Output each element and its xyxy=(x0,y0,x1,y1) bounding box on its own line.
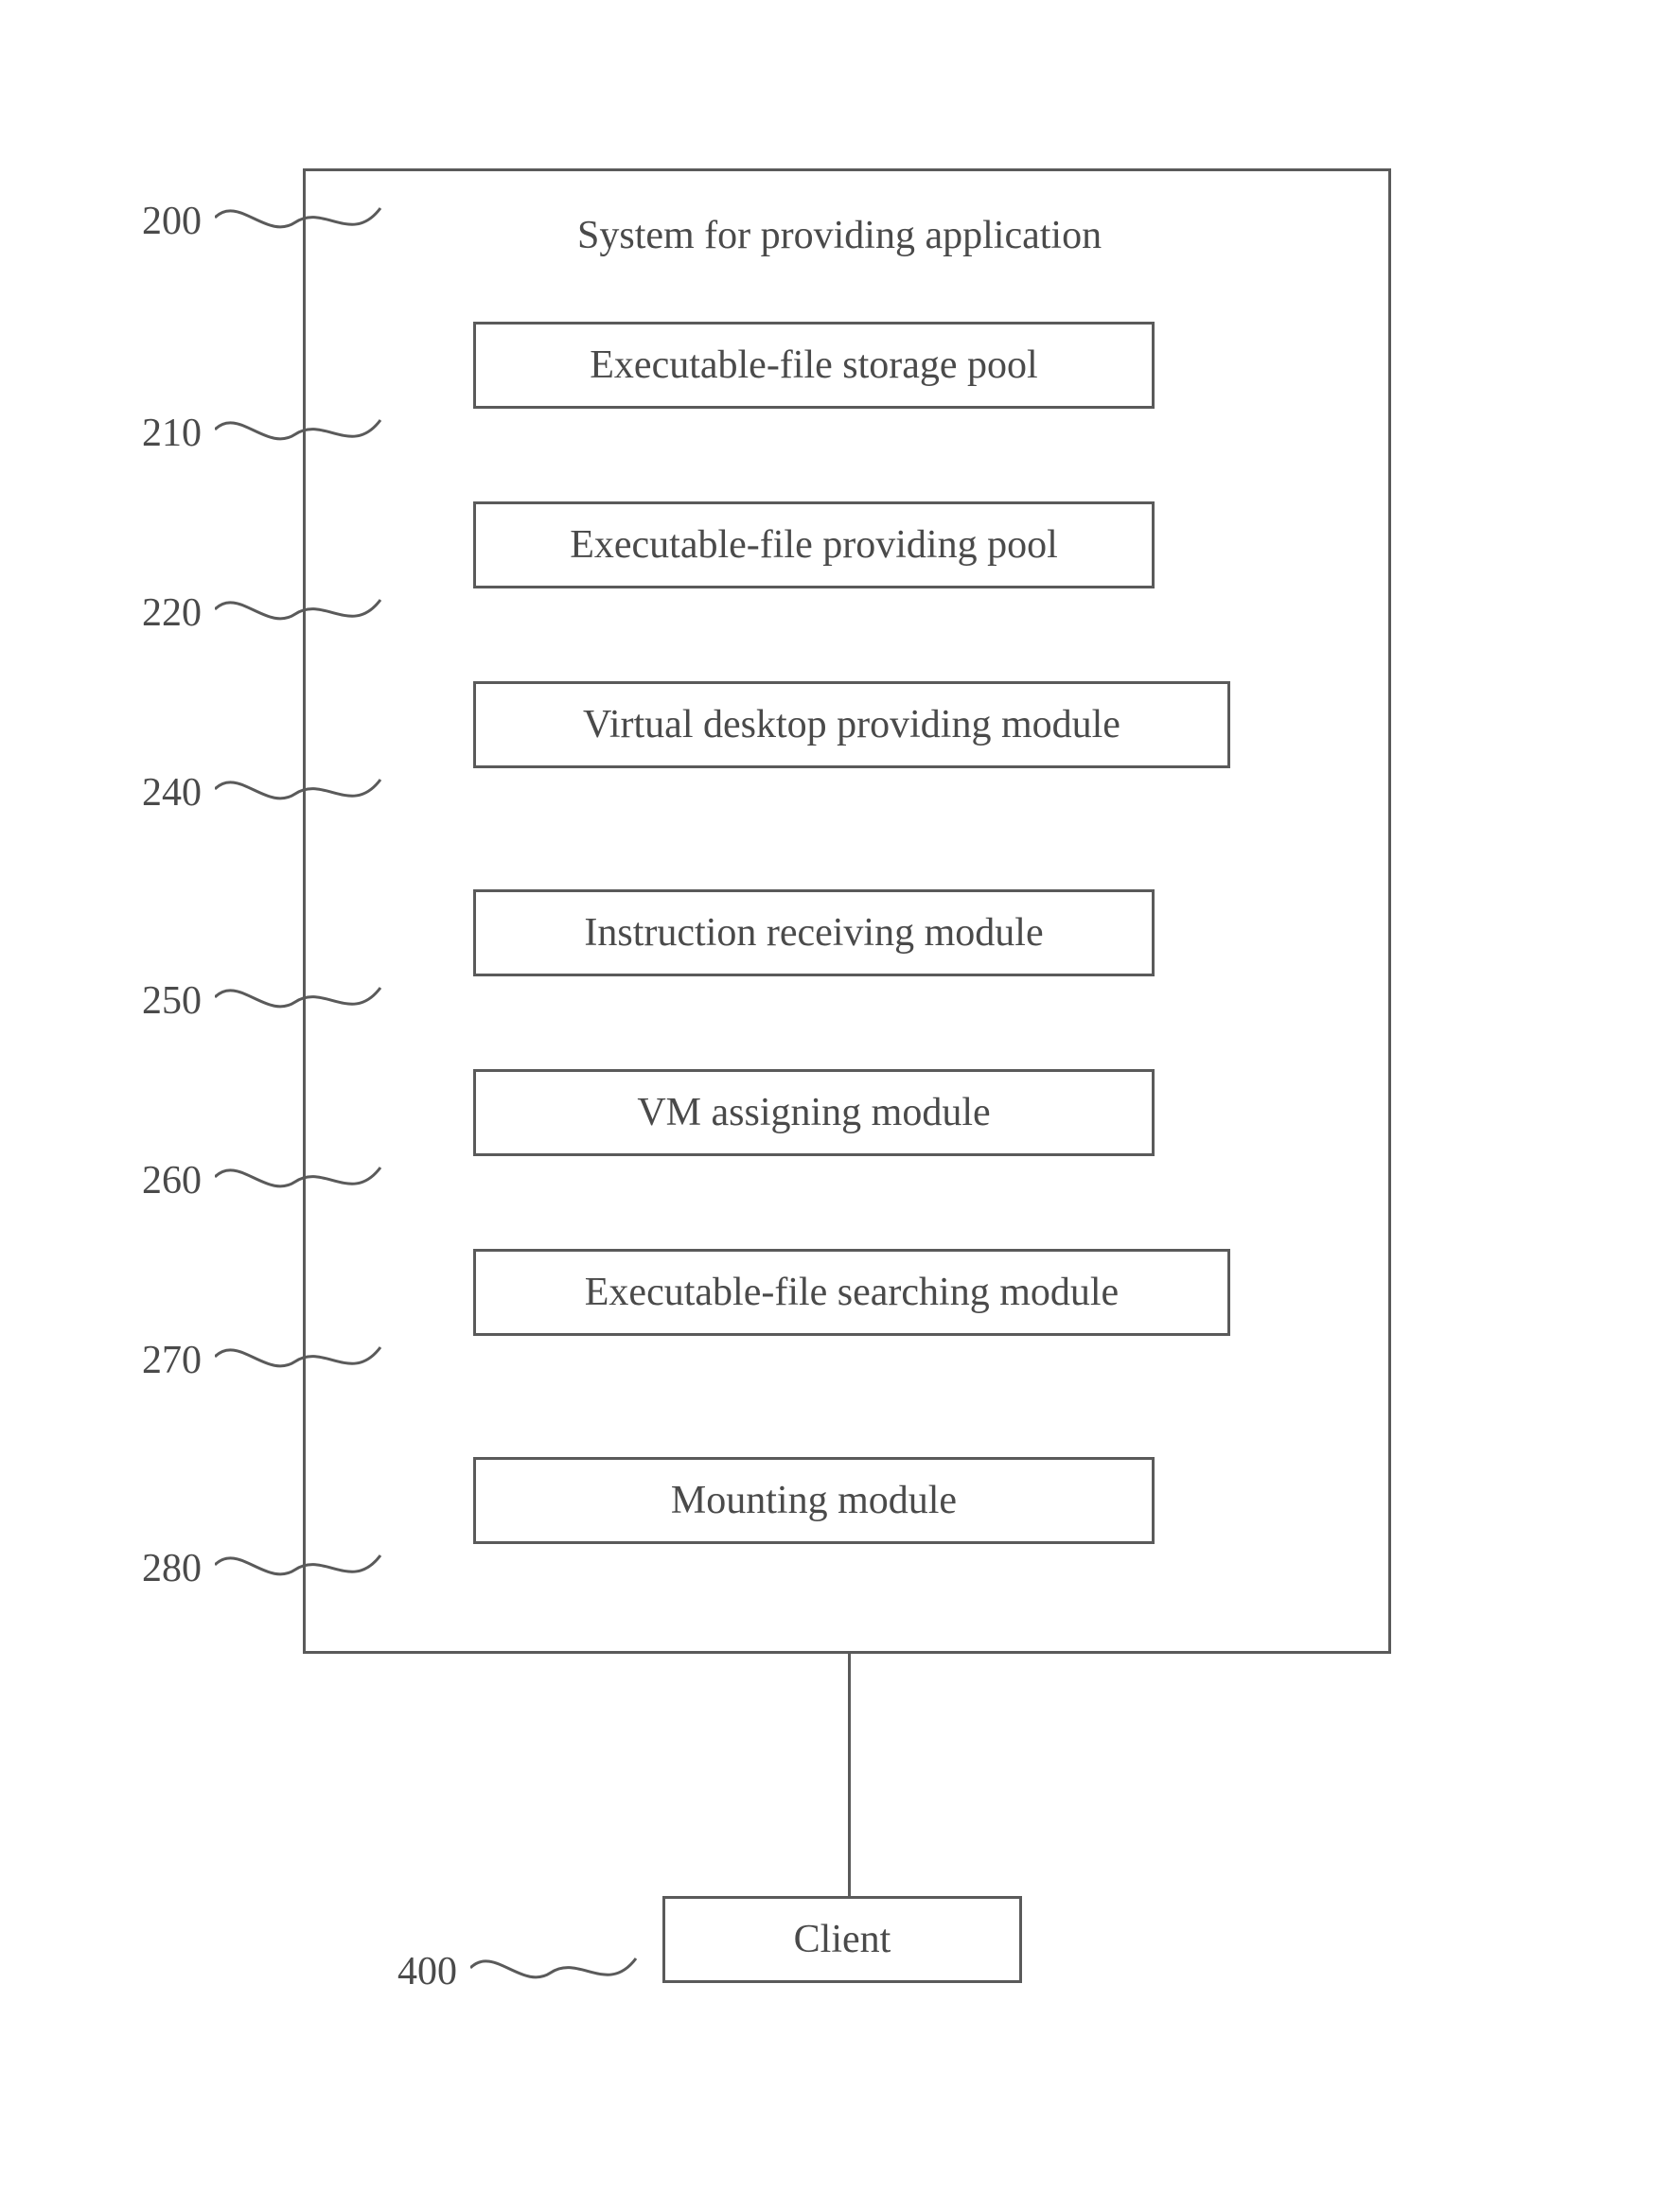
module-label: Executable-file providing pool xyxy=(570,522,1058,568)
ref-260: 260 xyxy=(142,1158,202,1203)
module-label: Executable-file storage pool xyxy=(590,342,1037,388)
diagram-root: System for providing application 200 Exe… xyxy=(0,0,1658,2212)
module-label: Mounting module xyxy=(671,1478,957,1523)
ref-250: 250 xyxy=(142,978,202,1024)
ref-400: 400 xyxy=(397,1949,457,1994)
module-box-240: Virtual desktop providing module xyxy=(473,681,1230,768)
lead-line-270 xyxy=(215,1328,390,1404)
module-box-210: Executable-file storage pool xyxy=(473,322,1155,409)
lead-line-260 xyxy=(215,1149,390,1224)
module-label: Instruction receiving module xyxy=(584,910,1043,956)
lead-line-240 xyxy=(215,761,390,836)
ref-200: 200 xyxy=(142,199,202,244)
client-label: Client xyxy=(794,1917,891,1962)
module-box-250: Instruction receiving module xyxy=(473,889,1155,976)
client-box: Client xyxy=(662,1896,1022,1983)
ref-210: 210 xyxy=(142,411,202,456)
lead-line-200 xyxy=(215,189,390,265)
module-box-280: Mounting module xyxy=(473,1457,1155,1544)
module-label: VM assigning module xyxy=(637,1090,990,1135)
module-label: Executable-file searching module xyxy=(585,1270,1119,1315)
module-box-270: Executable-file searching module xyxy=(473,1249,1230,1336)
module-box-260: VM assigning module xyxy=(473,1069,1155,1156)
lead-line-210 xyxy=(215,401,390,477)
ref-220: 220 xyxy=(142,590,202,636)
system-to-client-line xyxy=(848,1654,851,1896)
lead-line-400 xyxy=(470,1940,645,2015)
ref-280: 280 xyxy=(142,1546,202,1591)
module-box-220: Executable-file providing pool xyxy=(473,501,1155,588)
lead-line-220 xyxy=(215,581,390,657)
system-title: System for providing application xyxy=(577,213,1102,258)
ref-270: 270 xyxy=(142,1338,202,1383)
module-label: Virtual desktop providing module xyxy=(583,702,1120,747)
ref-240: 240 xyxy=(142,770,202,816)
lead-line-280 xyxy=(215,1536,390,1612)
lead-line-250 xyxy=(215,969,390,1045)
